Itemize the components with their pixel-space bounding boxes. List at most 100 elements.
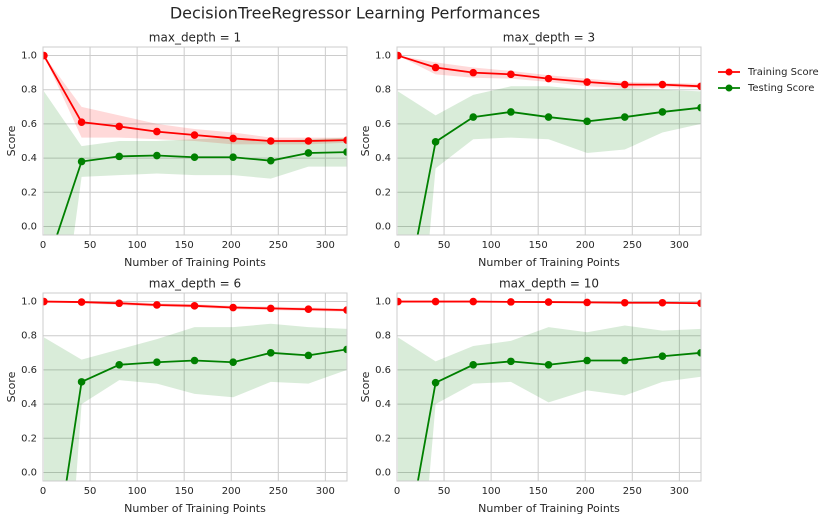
data-point bbox=[43, 297, 48, 306]
data-point bbox=[266, 156, 275, 165]
data-point bbox=[397, 51, 402, 60]
x-tick-label: 50 bbox=[438, 240, 451, 251]
data-point bbox=[229, 134, 237, 143]
y-axis-label: Score bbox=[359, 371, 372, 402]
legend-marker bbox=[725, 68, 733, 76]
data-point bbox=[697, 299, 701, 308]
x-tick-label: 250 bbox=[623, 240, 642, 251]
plot-content bbox=[397, 51, 701, 235]
y-tick-label: 0.6 bbox=[375, 365, 391, 376]
y-tick-label: 0.6 bbox=[375, 119, 391, 130]
x-tick-label: 250 bbox=[269, 240, 288, 251]
data-point bbox=[620, 356, 629, 365]
data-point bbox=[469, 113, 478, 121]
y-tick-label: 0.0 bbox=[21, 467, 37, 478]
subplot-title: max_depth = 3 bbox=[503, 31, 595, 45]
y-tick-label: 0.0 bbox=[21, 221, 37, 232]
plot-content bbox=[43, 297, 347, 481]
data-point bbox=[190, 356, 199, 365]
data-point bbox=[431, 378, 440, 387]
y-tick-label: 0.4 bbox=[375, 399, 391, 410]
data-point bbox=[507, 357, 515, 366]
x-tick-label: 0 bbox=[40, 240, 46, 251]
data-point bbox=[507, 108, 515, 116]
data-point bbox=[583, 117, 591, 126]
data-point bbox=[153, 127, 161, 136]
x-tick-label: 0 bbox=[394, 486, 400, 497]
plot-content bbox=[43, 51, 347, 235]
y-tick-label: 0.4 bbox=[21, 399, 37, 410]
data-point bbox=[304, 137, 313, 145]
data-point bbox=[544, 360, 553, 369]
y-tick-label: 0.4 bbox=[21, 153, 37, 164]
x-tick-label: 50 bbox=[438, 486, 451, 497]
data-point bbox=[266, 137, 275, 145]
data-point bbox=[620, 298, 629, 307]
plot-area bbox=[397, 293, 701, 481]
x-tick-label: 0 bbox=[40, 486, 46, 497]
x-tick-label: 50 bbox=[84, 240, 97, 251]
legend-label: Training Score bbox=[747, 67, 819, 78]
data-point bbox=[304, 351, 313, 360]
data-point bbox=[43, 51, 48, 60]
y-tick-label: 0.6 bbox=[21, 365, 37, 376]
data-point bbox=[77, 298, 86, 306]
data-point bbox=[153, 301, 161, 309]
data-point bbox=[469, 360, 478, 369]
data-point bbox=[431, 63, 440, 72]
axes-frame bbox=[396, 292, 702, 482]
data-point bbox=[153, 151, 161, 160]
y-tick-label: 0.0 bbox=[375, 467, 391, 478]
data-point bbox=[77, 378, 86, 386]
y-tick-label: 0.8 bbox=[21, 85, 37, 96]
x-tick-label: 100 bbox=[128, 486, 147, 497]
data-point bbox=[229, 303, 237, 312]
y-axis-label: Score bbox=[359, 125, 372, 156]
subplot-title: max_depth = 10 bbox=[499, 277, 599, 291]
data-point bbox=[583, 78, 591, 86]
x-tick-label: 0 bbox=[394, 240, 400, 251]
x-tick-label: 300 bbox=[316, 486, 335, 497]
data-point bbox=[190, 131, 199, 139]
x-tick-label: 200 bbox=[222, 240, 241, 251]
y-axis-label: Score bbox=[5, 125, 18, 156]
x-tick-label: 150 bbox=[175, 486, 194, 497]
data-point bbox=[507, 298, 515, 306]
x-tick-label: 150 bbox=[175, 240, 194, 251]
data-point bbox=[343, 136, 347, 144]
data-point bbox=[229, 358, 237, 367]
x-tick-label: 150 bbox=[529, 486, 548, 497]
x-tick-label: 250 bbox=[623, 486, 642, 497]
data-point bbox=[544, 298, 553, 306]
data-point bbox=[697, 82, 701, 91]
data-point bbox=[507, 70, 515, 79]
plot-content bbox=[397, 297, 701, 481]
x-tick-label: 300 bbox=[670, 240, 689, 251]
y-tick-label: 0.8 bbox=[21, 331, 37, 342]
data-point bbox=[343, 148, 347, 156]
data-point bbox=[153, 358, 161, 367]
y-tick-label: 0.0 bbox=[375, 221, 391, 232]
y-tick-label: 1.0 bbox=[21, 51, 37, 62]
data-point bbox=[343, 345, 347, 354]
data-point bbox=[658, 298, 667, 307]
subplot-title: max_depth = 1 bbox=[149, 31, 241, 45]
y-tick-label: 0.8 bbox=[375, 85, 391, 96]
data-point bbox=[658, 80, 667, 89]
confidence-band bbox=[397, 86, 701, 235]
y-tick-label: 0.8 bbox=[375, 331, 391, 342]
subplot-title: max_depth = 6 bbox=[149, 277, 241, 291]
data-point bbox=[544, 113, 553, 121]
confidence-band bbox=[43, 55, 347, 145]
y-tick-label: 0.2 bbox=[21, 187, 37, 198]
data-point bbox=[190, 302, 199, 310]
legend-label: Testing Score bbox=[747, 83, 814, 94]
x-tick-label: 200 bbox=[576, 486, 595, 497]
data-point bbox=[658, 352, 667, 361]
data-point bbox=[431, 138, 440, 146]
data-point bbox=[469, 297, 478, 306]
y-tick-label: 1.0 bbox=[375, 297, 391, 308]
data-point bbox=[697, 103, 701, 112]
